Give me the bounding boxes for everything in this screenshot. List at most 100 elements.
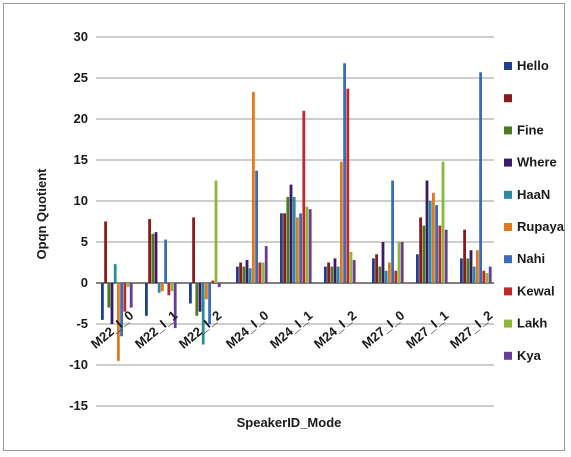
bar <box>327 262 330 283</box>
y-tick-label: 15 <box>74 152 88 167</box>
bar <box>299 213 302 283</box>
bar <box>381 242 385 283</box>
x-category-label: M24_I_0 <box>223 308 271 352</box>
y-tick-label: 10 <box>74 193 88 208</box>
bar <box>343 63 346 283</box>
legend-label: Nahi <box>517 251 545 266</box>
bar <box>242 266 246 283</box>
bar <box>264 246 268 283</box>
y-axis-title: Opqn Quotient <box>34 168 49 260</box>
bar <box>214 180 218 283</box>
x-axis-title: SpeakerID_Mode <box>237 415 342 430</box>
bar <box>101 283 104 320</box>
bar <box>479 72 482 283</box>
legend-swatch <box>504 351 512 360</box>
bar <box>394 270 398 283</box>
bar <box>324 266 327 283</box>
bar <box>441 161 445 283</box>
bar <box>308 209 312 283</box>
y-tick-label: 25 <box>74 70 88 85</box>
bar <box>384 270 388 283</box>
bar <box>145 283 148 316</box>
bar <box>400 242 404 283</box>
bar <box>289 184 293 283</box>
legend-swatch <box>504 255 512 264</box>
bar <box>261 262 265 283</box>
chart-svg: -15 -10 -5 0 5 10 15 20 25 30 M22_I_0M22_I_1M22_I… <box>34 29 565 430</box>
bar <box>161 283 164 292</box>
x-category-label: M27_I_1 <box>403 308 451 352</box>
bar <box>349 251 353 283</box>
bar <box>208 283 211 324</box>
legend-swatch <box>504 62 512 70</box>
bar <box>435 205 438 283</box>
legend-label: Rupaya <box>517 219 565 234</box>
bar <box>198 283 202 312</box>
y-tick-label: 20 <box>74 111 88 126</box>
x-category-label: M27_I_0 <box>359 308 407 352</box>
legend-swatch <box>504 94 512 103</box>
legend-swatch <box>504 158 512 167</box>
bar <box>469 250 473 283</box>
bar <box>292 196 296 283</box>
bar <box>352 260 356 283</box>
bar <box>236 266 239 283</box>
legend-label: HaaN <box>517 187 550 202</box>
bar <box>167 283 171 296</box>
bar <box>157 283 161 293</box>
bar <box>336 266 340 283</box>
bar <box>438 225 442 283</box>
bar <box>378 266 382 283</box>
y-tick-label: -15 <box>69 398 88 413</box>
bar <box>280 213 283 283</box>
y-tick-label: -5 <box>76 316 88 331</box>
x-category-label: M22_I_1 <box>132 308 180 352</box>
bar <box>104 221 107 283</box>
legend-label: Kya <box>517 348 542 363</box>
bar <box>239 262 242 283</box>
bar <box>123 283 127 312</box>
bar <box>117 283 120 361</box>
bar <box>302 110 306 283</box>
legend-label: Fine <box>517 122 544 137</box>
legend-swatch <box>504 223 512 231</box>
bar <box>346 88 350 283</box>
bar <box>201 283 205 345</box>
bar <box>305 206 309 283</box>
bar <box>391 180 394 283</box>
bar <box>129 283 133 308</box>
bar <box>248 268 252 283</box>
x-category-label: M24_I_1 <box>267 308 315 352</box>
bar <box>164 239 167 283</box>
bar <box>333 258 337 283</box>
bar <box>375 254 378 283</box>
y-tick-label: -10 <box>69 357 88 372</box>
bar <box>252 91 255 283</box>
x-category-label: M27_I_2 <box>447 308 495 352</box>
bar <box>460 258 463 283</box>
y-tick-label: 0 <box>81 275 88 290</box>
bar <box>476 250 479 283</box>
bar <box>195 283 199 316</box>
legend-swatch <box>504 190 512 199</box>
legend-label: Where <box>517 155 557 170</box>
bar <box>388 262 391 283</box>
bar <box>189 283 192 304</box>
y-tick-label: 30 <box>74 29 88 44</box>
bar <box>485 273 489 283</box>
legend-swatch <box>504 126 512 135</box>
x-category-label: M24_I_2 <box>311 308 359 352</box>
bar <box>211 280 215 283</box>
legend-swatch <box>504 287 512 296</box>
y-tick-labels: -15 -10 -5 0 5 10 15 20 25 30 <box>69 29 88 413</box>
bar <box>120 283 123 337</box>
bar <box>463 229 466 283</box>
bar <box>283 213 286 283</box>
bars <box>101 63 492 361</box>
bar <box>192 217 195 283</box>
legend-label: Lakh <box>517 316 547 331</box>
y-tick-label: 5 <box>81 234 88 249</box>
bar <box>428 201 432 283</box>
chart-frame: -15 -10 -5 0 5 10 15 20 25 30 M22_I_0 M22_I_1 M22_I… <box>3 3 565 451</box>
bar <box>217 283 221 288</box>
